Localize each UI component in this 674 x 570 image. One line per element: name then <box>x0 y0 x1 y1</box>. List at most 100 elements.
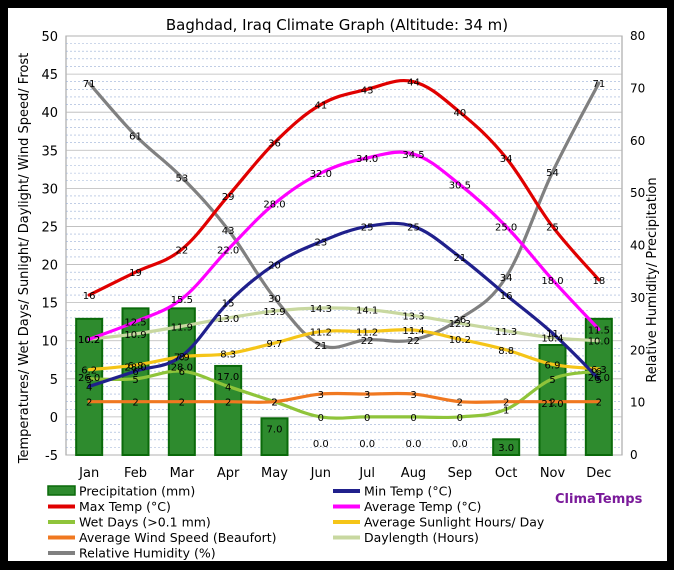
data-label: 26.0 <box>78 373 100 384</box>
left-tick-label: 50 <box>41 30 58 45</box>
x-tick-label: Oct <box>495 466 517 481</box>
data-label: 28.0 <box>124 362 146 373</box>
data-label: 28.0 <box>263 200 285 211</box>
data-label: 10.2 <box>78 335 100 346</box>
data-label: 3 <box>410 390 416 401</box>
left-tick-label: 25 <box>41 220 58 235</box>
data-label: 2 <box>179 398 185 409</box>
data-label: 4 <box>225 382 231 393</box>
data-label: 11 <box>546 329 559 340</box>
data-label: 0.0 <box>452 439 468 450</box>
data-label: 30.5 <box>449 181 471 192</box>
right-tick-label: 0 <box>630 448 638 462</box>
data-label: 17.0 <box>217 372 239 383</box>
data-label: 8.3 <box>220 350 236 361</box>
data-label: 8.8 <box>498 346 514 357</box>
data-label: 54 <box>546 168 559 179</box>
data-label: 2 <box>503 398 509 409</box>
data-label: 22 <box>407 336 420 347</box>
data-label: 11.3 <box>495 327 517 338</box>
data-label: 25.0 <box>495 222 517 233</box>
data-label: 13.9 <box>263 307 285 318</box>
right-tick-label: 60 <box>630 134 645 148</box>
data-label: 0.0 <box>359 439 375 450</box>
data-label: 7.0 <box>267 424 283 435</box>
series-line-max-temp-c- <box>87 78 601 297</box>
data-label: 22.0 <box>217 245 239 256</box>
data-label: 40 <box>453 108 466 119</box>
data-label: 26.0 <box>588 373 610 384</box>
data-label: 10.9 <box>124 330 146 341</box>
data-label: 41 <box>314 101 327 112</box>
data-label: 6.8 <box>128 361 144 372</box>
x-tick-label: Aug <box>401 466 426 481</box>
watermark: ClimaTemps <box>555 492 643 507</box>
chart-title: Baghdad, Iraq Climate Graph (Altitude: 3… <box>166 16 508 34</box>
data-label: 15.5 <box>171 295 193 306</box>
data-label: 34.5 <box>402 150 424 161</box>
data-label: 22 <box>361 336 374 347</box>
series-line-wet-days-0-1-mm- <box>87 369 601 420</box>
data-label: 7.9 <box>174 353 190 364</box>
data-label: 6 <box>132 367 138 378</box>
data-label: 0.0 <box>313 439 329 450</box>
data-label: 13.3 <box>402 312 424 323</box>
legend-swatch <box>47 485 76 496</box>
right-axis-label: Relative Humidity/ Precipitation <box>645 177 660 382</box>
data-label: 34 <box>500 154 513 165</box>
data-label: 13.0 <box>217 314 239 325</box>
right-tick-label: 70 <box>630 81 645 95</box>
x-tick-label: Apr <box>217 466 240 481</box>
legend-label: Daylength (Hours) <box>364 530 479 545</box>
legend-label: Relative Humidity (%) <box>79 546 216 561</box>
data-label: 6.9 <box>545 360 561 371</box>
legend-label: Average Temp (°C) <box>364 499 481 514</box>
x-tick-label: Nov <box>540 466 566 481</box>
data-label: 30 <box>268 294 281 305</box>
data-label: 11.4 <box>402 326 424 337</box>
data-label: 6 <box>596 367 602 378</box>
series-line-relative-humidity- <box>87 81 601 350</box>
x-tick-label: Sep <box>448 466 473 481</box>
legend-label: Min Temp (°C) <box>364 484 452 499</box>
x-tick-label: Jan <box>78 466 99 481</box>
data-label: 2 <box>596 398 602 409</box>
left-tick-label: 10 <box>41 335 58 350</box>
x-tick-label: Jul <box>358 466 375 481</box>
data-label: 2 <box>549 398 555 409</box>
series-line-average-temp-c- <box>87 150 601 341</box>
data-label: 5 <box>596 375 602 386</box>
data-label: 22 <box>175 245 188 256</box>
series-line-average-wind-speed-beaufort- <box>87 391 601 404</box>
left-tick-label: 5 <box>50 373 58 388</box>
right-tick-label: 80 <box>630 29 645 43</box>
left-tick-label: 15 <box>41 297 58 312</box>
legend-label: Average Sunlight Hours/ Day <box>364 515 545 530</box>
data-label: 3.0 <box>498 443 514 454</box>
data-label: 10.0 <box>588 337 610 348</box>
data-label: 14.3 <box>310 304 332 315</box>
left-tick-label: 0 <box>50 411 58 426</box>
data-label: 25 <box>546 222 559 233</box>
data-label: 0 <box>457 413 463 424</box>
data-label: 8 <box>179 352 185 363</box>
data-label: 12.3 <box>449 319 471 330</box>
data-label: 1 <box>503 405 509 416</box>
data-label: 34 <box>500 273 513 284</box>
data-label: 5 <box>132 375 138 386</box>
right-tick-label: 30 <box>630 291 645 305</box>
data-label: 71 <box>592 79 605 90</box>
data-label: 16 <box>83 291 96 302</box>
data-label: 10.4 <box>541 334 563 345</box>
data-label: 19 <box>129 268 142 279</box>
data-label: 18.0 <box>541 276 563 287</box>
data-label: 3 <box>318 390 324 401</box>
left-tick-label: 45 <box>41 68 58 83</box>
precipitation-bar <box>214 364 243 456</box>
right-tick-label: 40 <box>630 239 645 253</box>
data-label: 32.0 <box>310 169 332 180</box>
data-label: 0 <box>318 413 324 424</box>
left-tick-label: 30 <box>41 182 58 197</box>
left-tick-label: 35 <box>41 144 58 159</box>
